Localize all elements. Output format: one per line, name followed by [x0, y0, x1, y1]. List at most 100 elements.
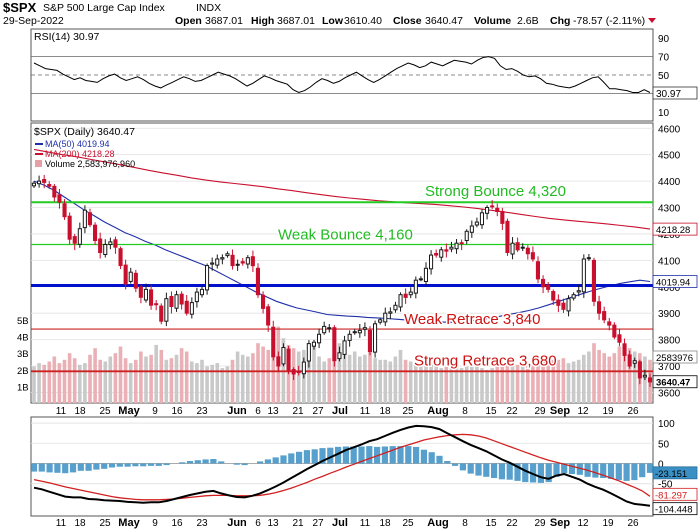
date-axis-bottom-label: 8	[462, 518, 468, 529]
candle-body	[530, 252, 535, 260]
price-legend: $SPX (Daily) 3640.47 MA(50) 4019.94 MA(2…	[34, 126, 135, 169]
date-axis-bottom-label: 6	[255, 518, 261, 529]
candle-body	[566, 298, 571, 312]
volume-bar	[373, 358, 377, 403]
volume-bar	[632, 351, 637, 403]
date-axis-mid-label: 12	[577, 406, 589, 417]
candle-body	[179, 293, 184, 305]
date-axis-bottom-label: 25	[402, 518, 414, 529]
date-axis-mid-label: 19	[602, 406, 614, 417]
macd-histogram-bar	[366, 446, 373, 464]
candle-body	[367, 329, 372, 352]
macd-tick-label: 50	[658, 439, 670, 450]
rsi-line	[33, 56, 651, 94]
candle-body	[266, 306, 271, 326]
candle-body	[311, 341, 316, 347]
candle-body	[189, 302, 194, 315]
volume-bar	[526, 363, 530, 403]
candle-body	[52, 185, 57, 198]
candle-body	[393, 304, 398, 311]
date-axis-mid-label: 23	[196, 406, 208, 417]
date-axis-bottom-label: Sep	[550, 517, 570, 529]
macd-value-tag-text: -104.448	[655, 505, 693, 516]
macd-histogram-bar	[62, 463, 69, 474]
volume-bar	[439, 368, 444, 403]
candle-body	[576, 290, 581, 293]
volume-bar	[235, 351, 240, 403]
date-axis-bottom-label: May	[118, 517, 140, 529]
candle-body	[210, 262, 215, 265]
volume-bar	[103, 361, 108, 403]
candle-body	[306, 343, 311, 362]
candle-body	[632, 360, 637, 364]
candle-body	[118, 248, 123, 267]
candle-body	[388, 311, 393, 314]
candle-body	[327, 327, 332, 330]
volume-bar	[592, 343, 596, 403]
candle-body	[169, 296, 174, 307]
macd-histogram-bar	[545, 463, 552, 483]
volume-bar	[205, 366, 209, 403]
volume-bar	[307, 346, 311, 403]
candle-body	[535, 261, 541, 280]
date-axis-mid-label: 25	[402, 406, 414, 417]
candle-body	[261, 294, 266, 309]
candle-body	[174, 294, 179, 309]
date-axis-bottom-label: 23	[196, 518, 208, 529]
date-axis-mid-label: Sep	[550, 405, 570, 417]
candle-body	[123, 264, 128, 285]
volume-bar	[556, 359, 561, 403]
date-axis-mid-label: 26	[627, 406, 639, 417]
volume-bar	[67, 353, 72, 403]
candle-body	[128, 271, 133, 282]
volume-bar	[429, 364, 433, 403]
candle-body	[495, 207, 500, 213]
volume-bar	[444, 366, 449, 403]
volume-bar	[271, 333, 276, 404]
candle-body	[57, 194, 62, 203]
exchange-label: INDX	[196, 2, 221, 14]
macd-histogram-bar	[389, 446, 396, 464]
candle-body	[612, 324, 617, 338]
macd-histogram-bar	[257, 461, 264, 464]
volume-bar	[480, 368, 484, 403]
volume-bar	[536, 356, 540, 403]
macd-histogram-bar	[93, 463, 100, 470]
volume-bar	[312, 344, 316, 403]
macd-histogram-bar	[514, 463, 521, 481]
macd-histogram-bar	[358, 446, 365, 464]
ma200-legend: MA(200) 4218.28	[45, 149, 115, 159]
volume-bar	[459, 368, 464, 403]
volume-bar	[184, 351, 189, 403]
macd-histogram-bar	[436, 455, 443, 464]
candle-body	[159, 305, 164, 322]
macd-line	[33, 424, 651, 507]
volume-bar	[83, 363, 87, 403]
level-label: Weak Retrace 3,840	[404, 311, 540, 328]
volume-bar	[337, 343, 342, 403]
candle-body	[627, 354, 632, 367]
volume-bar	[322, 361, 326, 403]
rsi-tick-label: 90	[658, 34, 670, 45]
candle-body	[337, 352, 342, 360]
candle-body	[286, 348, 291, 371]
ma50-legend: MA(50) 4019.94	[45, 139, 110, 149]
volume-bar	[62, 359, 67, 403]
volume-bar	[149, 354, 153, 403]
macd-histogram-bar	[459, 463, 466, 471]
volume-bar	[154, 344, 158, 403]
date-axis-mid-label: Jul	[332, 405, 348, 417]
date-axis-mid-label: 11	[56, 406, 67, 417]
macd-histogram-bar	[467, 463, 474, 474]
volume-bar	[195, 363, 199, 403]
candle-body	[362, 327, 367, 330]
date-axis-mid-label: Aug	[427, 405, 448, 417]
macd-histogram-bar	[646, 463, 654, 473]
candle-body	[591, 259, 597, 302]
candle-body	[373, 323, 378, 353]
macd-histogram-bar	[335, 446, 342, 464]
macd-histogram-bar	[592, 463, 599, 478]
rsi-tick-label: 10	[658, 108, 670, 119]
candle-body	[108, 241, 113, 245]
candle-body	[449, 246, 454, 250]
